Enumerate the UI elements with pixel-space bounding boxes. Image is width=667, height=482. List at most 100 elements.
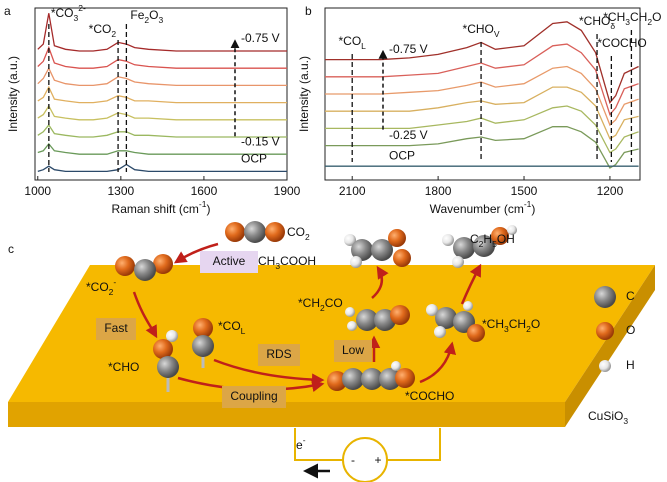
- text-part: CH: [258, 254, 275, 268]
- annotation-label: *CH3CH2O: [603, 10, 661, 27]
- text-sub: 3: [623, 416, 628, 426]
- panel-label: a: [4, 4, 11, 18]
- text-sub: L: [361, 41, 366, 51]
- annotation-label: *CHOδ: [579, 14, 615, 31]
- text-part: *CO: [86, 280, 109, 294]
- text-part: Fe: [130, 8, 144, 22]
- text-part: *CO: [51, 6, 74, 20]
- species-label: *CH2CO: [298, 296, 343, 313]
- step-label: RDS: [266, 347, 291, 361]
- spectrum-line: [325, 126, 639, 169]
- step-box: [96, 318, 136, 340]
- annotation-label: *COCHO: [597, 36, 646, 50]
- x-tick-label: 1800: [425, 184, 452, 198]
- text-part: CuSiO: [588, 409, 623, 423]
- text-part: COOH: [280, 254, 316, 268]
- catalyst-label: CuSiO3: [588, 409, 628, 426]
- series-label: -0.15 V: [241, 134, 280, 148]
- text-part: O: [652, 10, 661, 24]
- terminal-label: -: [351, 453, 355, 467]
- y-axis-label: Intensity (a.u.): [6, 56, 20, 132]
- text-part: O: [531, 317, 540, 331]
- text-sub: 3: [504, 324, 509, 334]
- text-part: CH: [630, 10, 647, 24]
- step-box: [258, 344, 300, 366]
- text-part: *CHO: [463, 22, 494, 36]
- text-part: *CH: [603, 10, 625, 24]
- spectrum-line: [325, 43, 639, 116]
- text-part: ): [531, 202, 535, 216]
- text-sub: 2: [647, 17, 652, 27]
- series-label: -0.25 V: [389, 128, 428, 142]
- text-part: CO: [325, 296, 343, 310]
- species-label: *CO2-: [86, 277, 116, 297]
- step-label: Low: [342, 343, 364, 357]
- step-box: [222, 386, 286, 408]
- text-part: ): [206, 202, 210, 216]
- series-label: -0.75 V: [241, 31, 280, 45]
- text-part: *CO: [218, 319, 241, 333]
- step-label: Coupling: [230, 389, 277, 403]
- text-sup: 2-: [78, 3, 86, 13]
- step-box: [334, 340, 372, 362]
- species-label: *CH3CH2O: [482, 317, 540, 334]
- annotation-label: Fe2O3: [130, 8, 163, 25]
- series-label: OCP: [241, 152, 267, 166]
- text-sup: -1: [524, 199, 532, 209]
- text-sub: 2: [526, 324, 531, 334]
- x-tick-label: 1900: [274, 184, 301, 198]
- text-part: O: [149, 8, 158, 22]
- panel-label: c: [8, 242, 14, 256]
- text-sup: -1: [199, 199, 207, 209]
- text-sup: -: [113, 277, 116, 287]
- step-label: Fast: [104, 321, 128, 335]
- text-sub: δ: [610, 21, 615, 31]
- text-part: *COCHO: [597, 36, 646, 50]
- legend-label: C: [626, 289, 635, 303]
- circuit: [294, 428, 441, 482]
- text-sub: 3: [158, 15, 163, 25]
- molecules: [115, 221, 616, 392]
- text-sub: 2: [144, 15, 149, 25]
- x-tick-label: 1000: [24, 184, 51, 198]
- legend-label: O: [626, 323, 635, 337]
- text-part: Wavenumber (cm: [430, 202, 524, 216]
- spectrum-line: [325, 86, 639, 140]
- spectrum-line: [37, 66, 287, 87]
- text-sub: 3: [275, 261, 280, 271]
- electron-label: e-: [296, 435, 306, 452]
- annotation-label: *CHOV: [463, 22, 500, 39]
- text-part: *CH: [482, 317, 504, 331]
- text-part: *CHO: [579, 14, 610, 28]
- species-label: CO2: [287, 225, 310, 242]
- x-axis-label: Raman shift (cm-1): [112, 199, 211, 216]
- text-sub: L: [241, 326, 246, 336]
- annotation-label: *COL: [339, 34, 367, 51]
- text-sub: 2: [479, 239, 484, 249]
- text-sub: 5: [492, 239, 497, 249]
- spectrum-line: [37, 85, 287, 104]
- legend-label: H: [626, 358, 635, 372]
- x-tick-label: 2100: [339, 184, 366, 198]
- species-label: C2H5OH: [470, 232, 515, 249]
- text-part: C: [470, 232, 479, 246]
- text-sub: 3: [74, 13, 79, 23]
- text-part: CO: [287, 225, 305, 239]
- text-sub: V: [494, 29, 500, 39]
- spectrum-line: [325, 65, 639, 127]
- step-label: Active: [213, 254, 246, 268]
- text-part: *CH: [298, 296, 320, 310]
- spectrum-line: [37, 104, 287, 121]
- species-label: *CHO: [108, 360, 139, 374]
- text-part: H: [483, 232, 492, 246]
- text-part: *CO: [89, 22, 112, 36]
- plot-frame: [34, 7, 288, 181]
- spectrum-line: [37, 142, 287, 155]
- panel-label: b: [305, 4, 312, 18]
- spectrum-line: [325, 105, 639, 154]
- terminal-label: +: [374, 453, 381, 467]
- text-part: *CO: [339, 34, 362, 48]
- text-sub: 2: [109, 287, 114, 297]
